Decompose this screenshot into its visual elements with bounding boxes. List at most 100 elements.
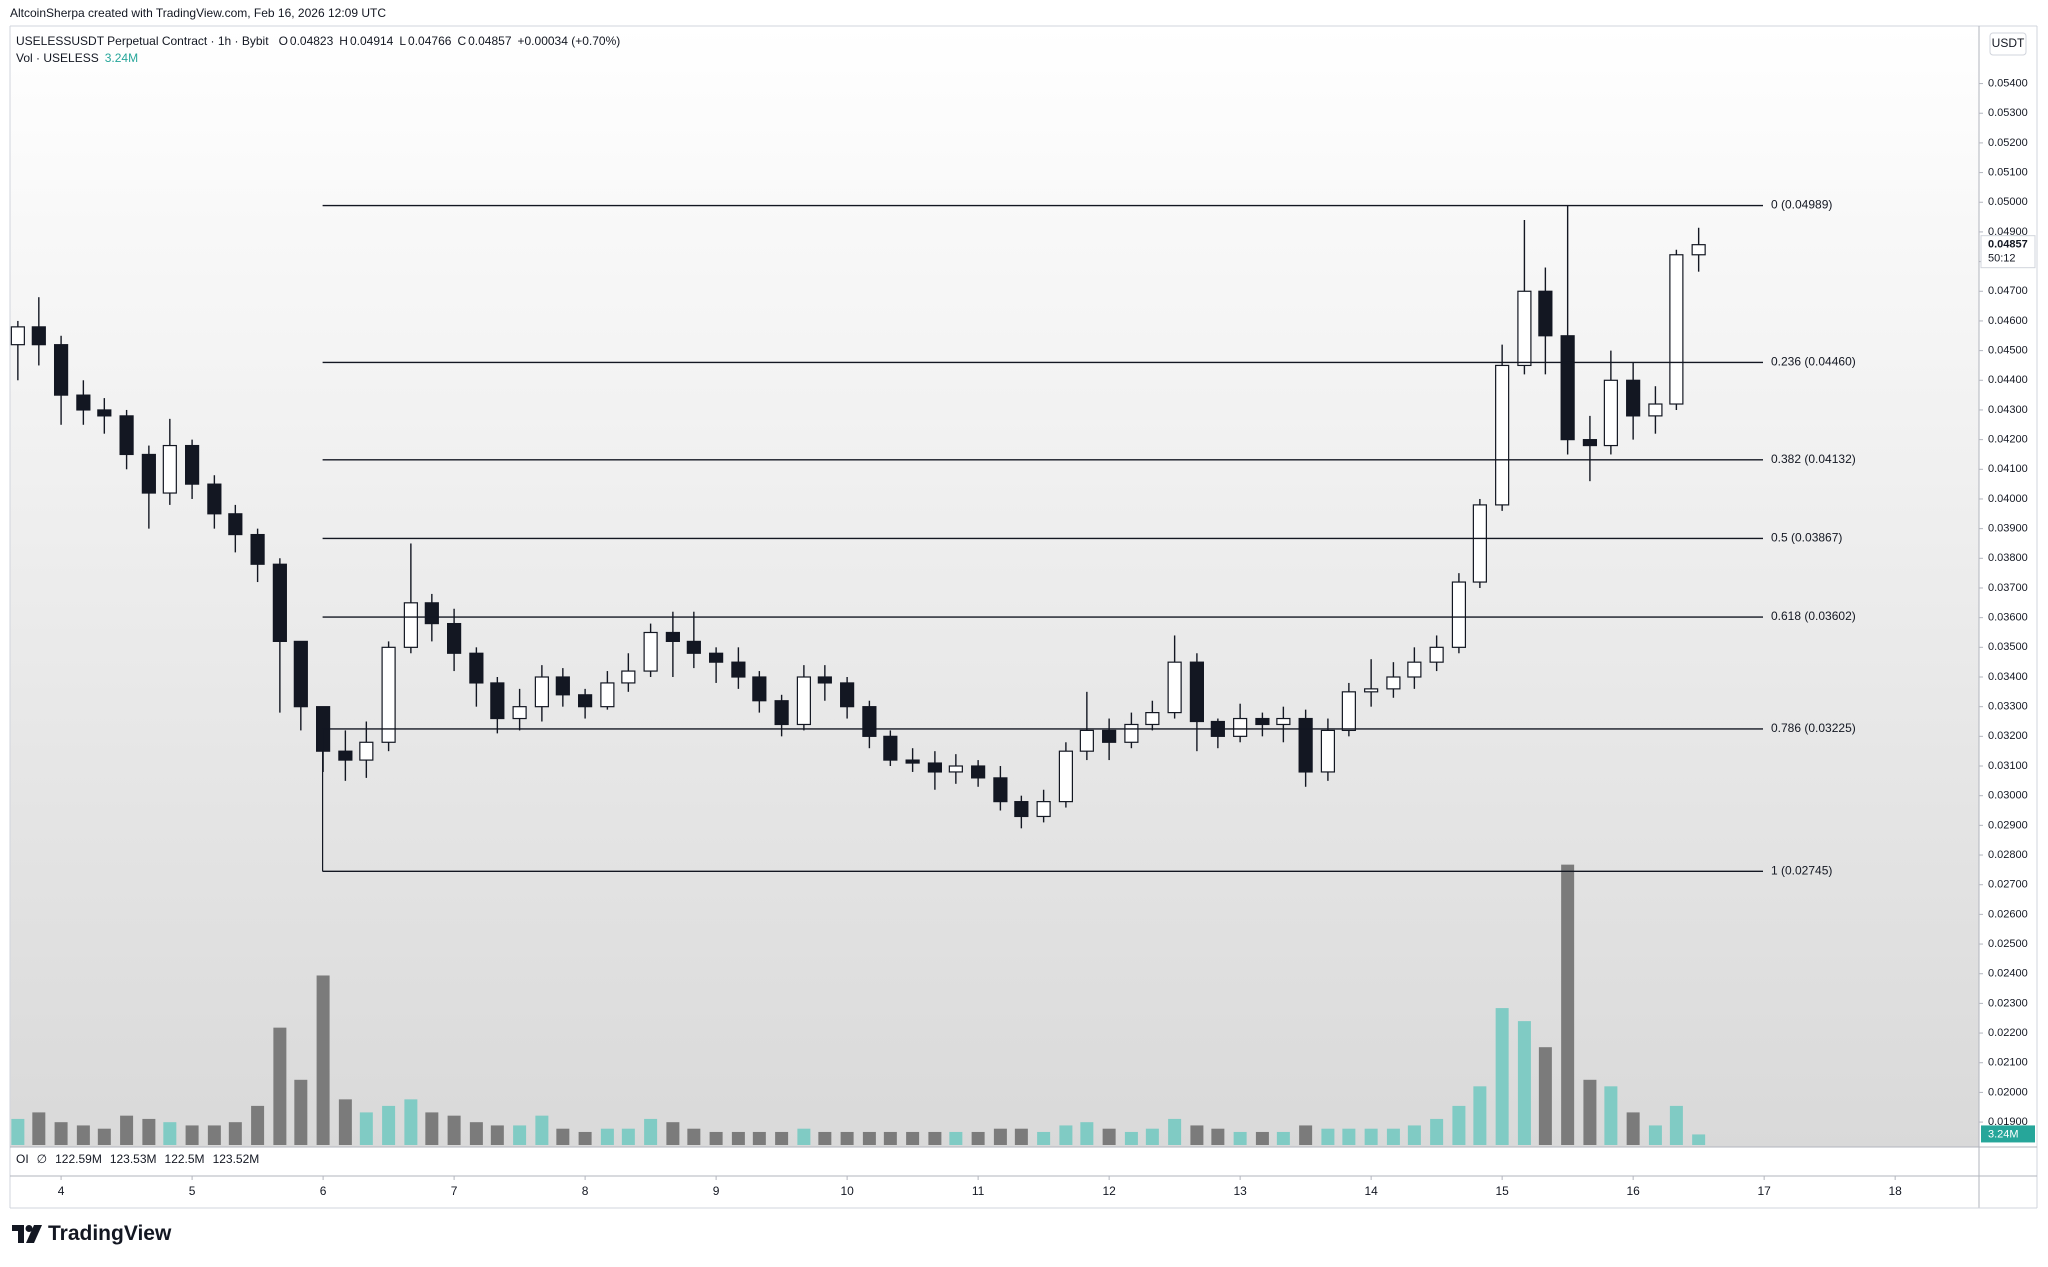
volume-bar xyxy=(76,1125,90,1145)
ohlc-value: 0.04766 xyxy=(408,34,452,48)
x-tick-label: 8 xyxy=(582,1184,589,1198)
candle-body xyxy=(184,444,200,485)
candle-body xyxy=(1472,504,1487,583)
brand-name: TradingView xyxy=(48,1222,172,1245)
volume-bar xyxy=(1452,1105,1466,1145)
volume-bar xyxy=(1538,1047,1552,1145)
volume-bar xyxy=(163,1122,177,1145)
volume-bar xyxy=(1037,1131,1051,1145)
oi-symbol: ∅ xyxy=(36,1152,48,1166)
ohlc-key: H xyxy=(339,34,348,48)
volume-bar xyxy=(556,1128,570,1145)
y-tick-label: 0.05100 xyxy=(1988,166,2028,178)
candle-body xyxy=(1386,676,1401,690)
plot-background xyxy=(10,26,1979,1147)
y-tick-label: 0.03500 xyxy=(1988,641,2028,653)
candle-body xyxy=(207,483,222,515)
x-tick-label: 11 xyxy=(972,1184,985,1198)
y-tick-label: 0.04000 xyxy=(1988,493,2028,505)
candle-body xyxy=(272,563,287,642)
candle-body xyxy=(250,533,265,565)
candle-body xyxy=(53,344,69,396)
volume-bar xyxy=(1473,1086,1487,1145)
candle-body xyxy=(686,640,701,654)
y-tick-label: 0.02900 xyxy=(1988,819,2028,831)
candle-body xyxy=(1341,691,1356,732)
volume-bar xyxy=(840,1131,854,1145)
volume-bar xyxy=(862,1131,876,1145)
candle-body xyxy=(512,706,527,720)
candle-body xyxy=(97,409,112,417)
volume-value: 3.24M xyxy=(104,51,139,65)
y-tick-label: 0.04900 xyxy=(1988,226,2028,238)
y-tick-label: 0.02800 xyxy=(1988,849,2028,861)
candle-body xyxy=(555,676,570,696)
y-tick-label: 0.02200 xyxy=(1988,1027,2028,1039)
volume-bar xyxy=(1648,1125,1662,1145)
symbol: USELESSUSDT Perpetual Contract · 1h · By… xyxy=(16,34,269,48)
oi-label: OI xyxy=(16,1152,29,1166)
volume-bar xyxy=(752,1131,766,1145)
candle-body xyxy=(709,652,724,663)
y-tick-label: 0.03100 xyxy=(1988,760,2028,772)
candle-body xyxy=(1451,581,1467,648)
volume-bar xyxy=(731,1131,745,1145)
candle-body xyxy=(1124,723,1139,743)
candle-body xyxy=(338,750,353,761)
candle-body xyxy=(10,326,25,346)
oi-value: 123.52M xyxy=(212,1152,260,1166)
volume-bar xyxy=(1190,1125,1204,1145)
volume-bar xyxy=(1669,1105,1683,1145)
candle-body xyxy=(119,415,134,456)
candle-body xyxy=(731,661,746,678)
x-tick-label: 7 xyxy=(451,1184,458,1198)
candle-body xyxy=(1582,439,1598,447)
fib-label: 0 (0.04989) xyxy=(1771,198,1832,212)
volume-bar xyxy=(1495,1008,1509,1145)
volume-bar xyxy=(1059,1125,1073,1145)
volume-bar xyxy=(32,1112,46,1145)
candle-body xyxy=(796,676,811,726)
y-tick-label: 0.02700 xyxy=(1988,879,2028,891)
volume-bar xyxy=(120,1115,134,1145)
volume-bar xyxy=(273,1027,287,1145)
volume-bar xyxy=(359,1112,373,1145)
candle-body xyxy=(228,513,243,536)
candle-body xyxy=(1517,290,1532,367)
candle-body xyxy=(1036,801,1051,818)
y-tick-label: 0.01900 xyxy=(1988,1116,2028,1128)
candle-body xyxy=(1560,335,1575,441)
volume-bar xyxy=(228,1122,242,1145)
volume-bar xyxy=(294,1079,308,1145)
volume-bar xyxy=(207,1125,221,1145)
volume-bar xyxy=(949,1131,963,1145)
volume-badge xyxy=(1981,1125,2035,1143)
candle-body xyxy=(883,735,898,761)
volume-bar xyxy=(1342,1128,1356,1145)
y-tick-label: 0.04200 xyxy=(1988,434,2028,446)
volume-bar xyxy=(11,1118,25,1145)
y-tick-label: 0.04600 xyxy=(1988,315,2028,327)
volume-bar xyxy=(382,1105,396,1145)
ohlc-key: C xyxy=(457,34,467,48)
y-tick-label: 0.03900 xyxy=(1988,523,2028,535)
volume-badge-label: 3.24M xyxy=(1988,1128,2019,1140)
volume-bar xyxy=(1407,1125,1421,1145)
candle-body xyxy=(1167,661,1182,714)
candle-body xyxy=(447,622,462,654)
x-tick-label: 17 xyxy=(1757,1184,1771,1198)
candle-body xyxy=(1364,688,1379,693)
candle-body xyxy=(927,762,942,773)
candle-body xyxy=(1320,729,1336,773)
ohlc-key: L xyxy=(399,34,407,48)
y-tick-label: 0.04300 xyxy=(1988,404,2028,416)
y-tick-label: 0.03000 xyxy=(1988,790,2028,802)
volume-bar xyxy=(469,1122,483,1145)
volume-bar xyxy=(490,1125,504,1145)
price-badge xyxy=(1980,235,2036,269)
x-tick-label: 15 xyxy=(1495,1184,1509,1198)
volume-bar xyxy=(142,1118,156,1145)
y-tick-label: 0.04700 xyxy=(1988,285,2028,297)
volume-bar xyxy=(97,1128,111,1145)
y-tick-label: 0.05400 xyxy=(1988,77,2028,89)
